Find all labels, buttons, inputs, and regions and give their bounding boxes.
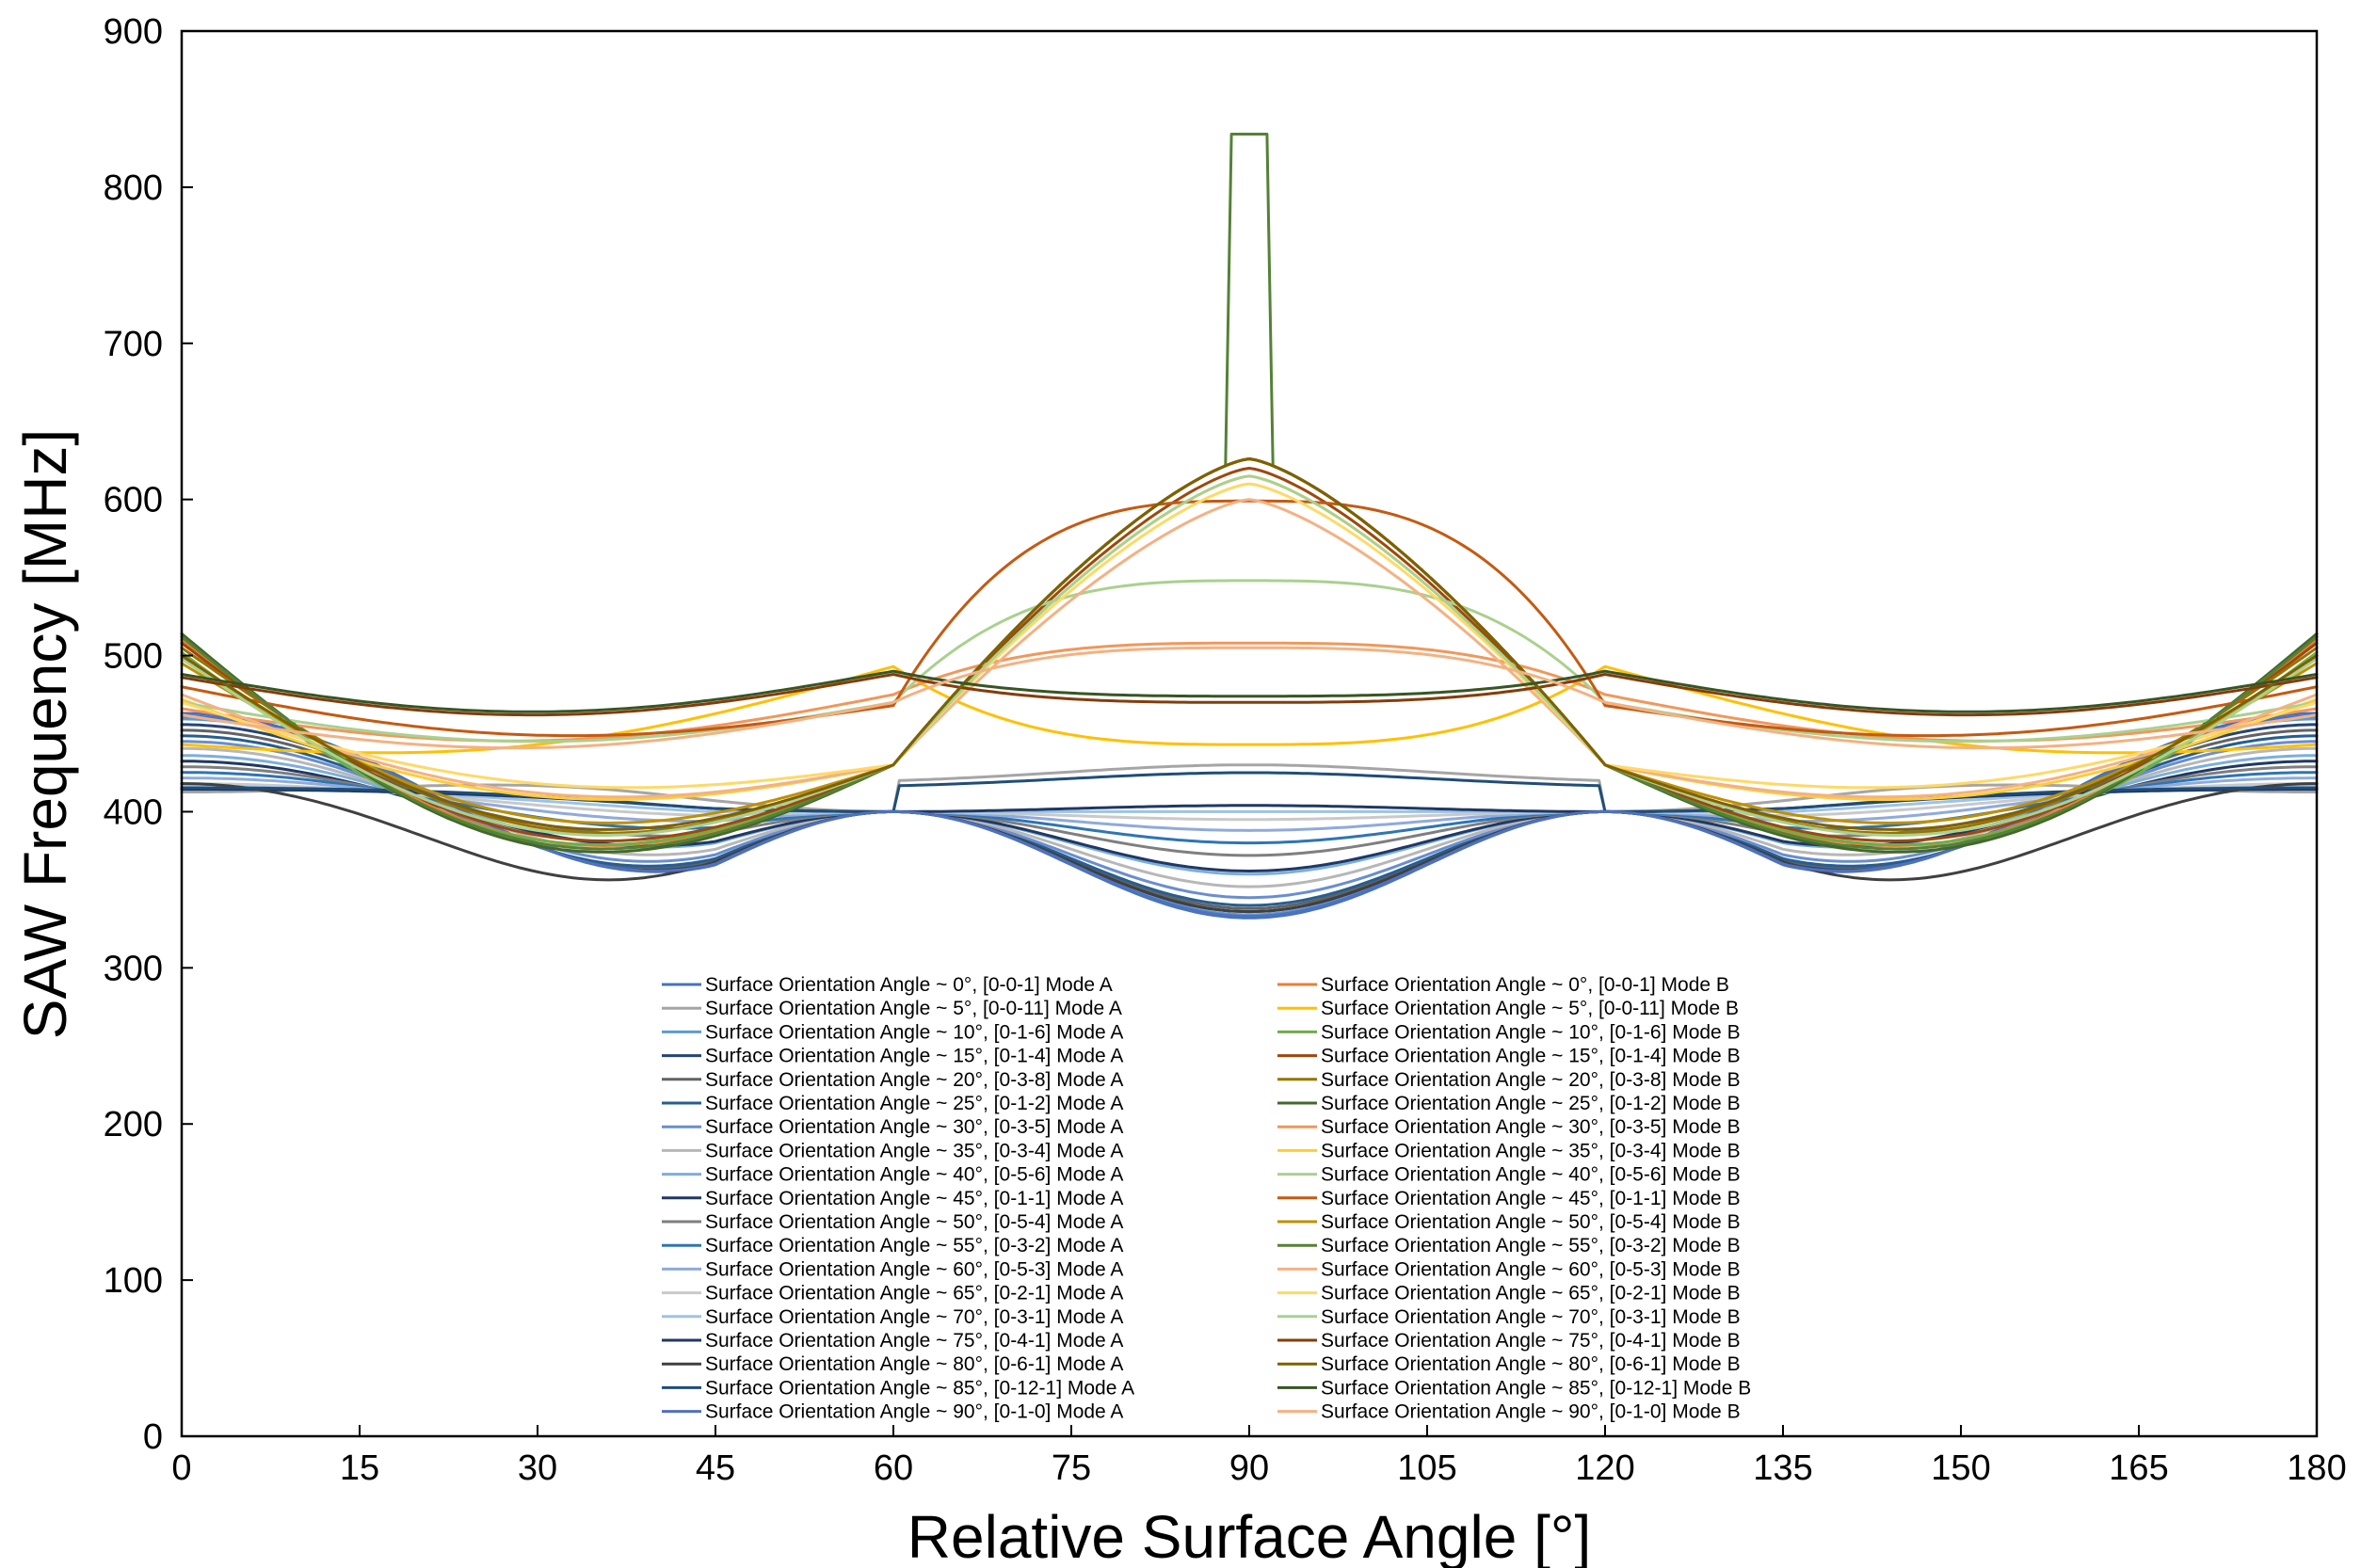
legend-entry: Surface Orientation Angle ~ 25°, [0-1-2]…: [1321, 1093, 1741, 1114]
x-tick-label: 30: [518, 1448, 557, 1488]
legend-entry: Surface Orientation Angle ~ 65°, [0-2-1]…: [1321, 1283, 1741, 1304]
legend-entry: Surface Orientation Angle ~ 15°, [0-1-4]…: [1321, 1046, 1741, 1067]
legend-entry: Surface Orientation Angle ~ 40°, [0-5-6]…: [1321, 1164, 1741, 1186]
x-axis: 0 15 30 45 60 75 90 105 120 135 150 165 180: [171, 1425, 2346, 1488]
series-line: [182, 581, 2317, 742]
legend-entry: Surface Orientation Angle ~ 85°, [0-12-1…: [1321, 1377, 1751, 1399]
y-tick-label: 100: [104, 1261, 163, 1301]
legend-entry: Surface Orientation Angle ~ 75°, [0-4-1]…: [705, 1330, 1123, 1352]
x-tick-label: 15: [340, 1448, 379, 1488]
y-tick-label: 200: [104, 1105, 163, 1144]
y-tick-label: 500: [104, 637, 163, 677]
legend-entry: Surface Orientation Angle ~ 55°, [0-3-2]…: [1321, 1235, 1741, 1256]
legend-entry: Surface Orientation Angle ~ 20°, [0-3-8]…: [705, 1069, 1123, 1091]
legend-entry: Surface Orientation Angle ~ 15°, [0-1-4]…: [705, 1046, 1123, 1067]
y-tick-label: 700: [104, 325, 163, 364]
legend-entry: Surface Orientation Angle ~ 80°, [0-6-1]…: [705, 1353, 1123, 1375]
x-axis-title: Relative Surface Angle [°]: [907, 1503, 1591, 1568]
legend-entry: Surface Orientation Angle ~ 90°, [0-1-0]…: [705, 1401, 1123, 1423]
x-tick-label: 45: [696, 1448, 735, 1488]
y-tick-label: 300: [104, 949, 163, 988]
legend-entry: Surface Orientation Angle ~ 5°, [0-0-11]…: [1321, 998, 1739, 1019]
y-axis-title: SAW Frequency [MHz]: [11, 429, 79, 1039]
legend-entry: Surface Orientation Angle ~ 30°, [0-3-5]…: [705, 1116, 1123, 1138]
series-line: [182, 787, 2317, 812]
legend-entry: Surface Orientation Angle ~ 80°, [0-6-1]…: [1321, 1353, 1741, 1375]
x-tick-label: 90: [1229, 1448, 1269, 1488]
series-line: [182, 643, 2317, 741]
x-tick-label: 135: [1753, 1448, 1812, 1488]
legend-entry: Surface Orientation Angle ~ 45°, [0-1-1]…: [1321, 1188, 1741, 1209]
series-line: [182, 459, 2317, 824]
legend-entry: Surface Orientation Angle ~ 65°, [0-2-1]…: [705, 1283, 1123, 1304]
legend-entry: Surface Orientation Angle ~ 40°, [0-5-6]…: [705, 1164, 1123, 1186]
legend-entry: Surface Orientation Angle ~ 75°, [0-4-1]…: [1321, 1330, 1741, 1352]
legend-entry: Surface Orientation Angle ~ 60°, [0-5-3]…: [1321, 1258, 1741, 1280]
legend-entry: Surface Orientation Angle ~ 5°, [0-0-11]…: [705, 998, 1122, 1019]
x-tick-label: 120: [1575, 1448, 1634, 1488]
legend-entry: Surface Orientation Angle ~ 50°, [0-5-4]…: [1321, 1211, 1741, 1233]
legend-entry: Surface Orientation Angle ~ 70°, [0-3-1]…: [705, 1306, 1123, 1328]
legend-entry: Surface Orientation Angle ~ 10°, [0-1-6]…: [1321, 1021, 1741, 1043]
y-tick-label: 900: [104, 12, 163, 52]
x-tick-label: 0: [171, 1448, 191, 1488]
y-tick-label: 600: [104, 481, 163, 520]
legend-entry: Surface Orientation Angle ~ 55°, [0-3-2]…: [705, 1235, 1123, 1256]
series-line: [182, 459, 2317, 834]
x-tick-label: 150: [1931, 1448, 1990, 1488]
plot-area: [182, 135, 2317, 919]
series-line: [182, 675, 2317, 715]
legend: Surface Orientation Angle ~ 0°, [0-0-1] …: [662, 974, 1751, 1423]
series-line: [182, 459, 2317, 845]
legend-entry: Surface Orientation Angle ~ 35°, [0-3-4]…: [1321, 1140, 1741, 1161]
legend-entry: Surface Orientation Angle ~ 90°, [0-1-0]…: [1321, 1401, 1741, 1423]
series-line: [182, 671, 2317, 712]
legend-entry: Surface Orientation Angle ~ 0°, [0-0-1] …: [1321, 974, 1729, 996]
legend-entry: Surface Orientation Angle ~ 20°, [0-3-8]…: [1321, 1069, 1741, 1091]
y-tick-label: 0: [143, 1417, 163, 1457]
x-tick-label: 165: [2109, 1448, 2168, 1488]
legend-entry: Surface Orientation Angle ~ 60°, [0-5-3]…: [705, 1258, 1123, 1280]
series-line: [182, 476, 2317, 800]
legend-entry: Surface Orientation Angle ~ 50°, [0-5-4]…: [705, 1211, 1123, 1233]
legend-entry: Surface Orientation Angle ~ 35°, [0-3-4]…: [705, 1140, 1123, 1161]
legend-entry: Surface Orientation Angle ~ 85°, [0-12-1…: [705, 1377, 1134, 1399]
series-line: [182, 501, 2317, 735]
legend-entry: Surface Orientation Angle ~ 10°, [0-1-6]…: [705, 1021, 1123, 1043]
legend-entry: Surface Orientation Angle ~ 0°, [0-0-1] …: [705, 974, 1113, 996]
x-tick-label: 75: [1052, 1448, 1091, 1488]
y-axis: 0 100 200 300 400 500 600 700 800 900: [104, 12, 193, 1457]
series-line: [182, 476, 2317, 836]
x-tick-label: 105: [1397, 1448, 1456, 1488]
x-tick-label: 180: [2287, 1448, 2346, 1488]
legend-entry: Surface Orientation Angle ~ 25°, [0-1-2]…: [705, 1093, 1123, 1114]
y-tick-label: 400: [104, 792, 163, 832]
y-tick-label: 800: [104, 168, 163, 208]
legend-entry: Surface Orientation Angle ~ 70°, [0-3-1]…: [1321, 1306, 1741, 1328]
legend-entry: Surface Orientation Angle ~ 45°, [0-1-1]…: [705, 1188, 1123, 1209]
legend-entry: Surface Orientation Angle ~ 30°, [0-3-5]…: [1321, 1116, 1741, 1138]
x-tick-label: 60: [874, 1448, 913, 1488]
